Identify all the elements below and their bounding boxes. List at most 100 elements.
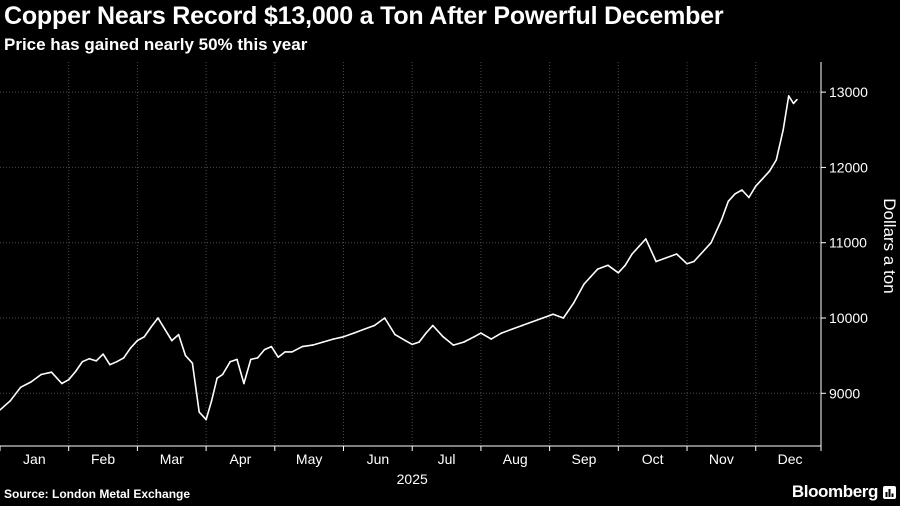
x-tick-label: Nov <box>709 451 734 467</box>
brand-logo: Bloomberg <box>791 482 879 501</box>
data-point <box>411 343 414 346</box>
data-point <box>164 328 166 331</box>
data-point <box>157 317 159 319</box>
data-point <box>170 339 173 342</box>
data-point <box>363 328 365 331</box>
data-point <box>61 382 63 385</box>
data-point <box>675 253 678 255</box>
data-point <box>462 341 465 343</box>
data-point <box>720 219 723 221</box>
data-point <box>311 344 314 346</box>
chart-subtitle: Price has gained nearly 50% this year <box>4 35 308 54</box>
data-point <box>710 241 712 244</box>
data-point <box>143 336 146 338</box>
data-point <box>81 360 84 363</box>
data-point <box>596 268 599 270</box>
data-point <box>191 362 194 364</box>
data-point <box>404 339 407 342</box>
data-point <box>754 185 757 188</box>
data-point <box>693 260 695 263</box>
data-point <box>95 360 97 362</box>
data-point <box>236 358 238 361</box>
data-point <box>88 357 91 360</box>
bar-chart-icon <box>883 486 896 499</box>
x-tick-label: Aug <box>503 451 528 467</box>
data-point <box>631 253 633 255</box>
data-point <box>184 354 187 357</box>
x-tick-label: Dec <box>778 451 803 467</box>
y-tick-label: 12000 <box>829 159 868 175</box>
data-point <box>511 328 513 331</box>
data-point <box>150 326 152 328</box>
data-point <box>301 345 304 348</box>
x-tick-label: Jan <box>23 451 46 467</box>
x-tick-label: Sep <box>572 451 597 467</box>
data-point <box>727 200 730 203</box>
source-note: Source: London Metal Exchange <box>4 487 191 501</box>
data-point <box>210 400 213 402</box>
data-point <box>521 324 523 327</box>
data-point <box>122 357 125 359</box>
data-point <box>761 177 764 180</box>
data-point <box>383 317 386 319</box>
data-point <box>645 238 647 240</box>
data-point <box>284 351 286 353</box>
data-point <box>655 260 657 263</box>
data-point <box>249 358 252 361</box>
data-point <box>699 253 702 255</box>
data-point <box>322 341 324 343</box>
x-tick-label: Jun <box>367 451 390 467</box>
data-point <box>583 283 585 285</box>
data-point <box>572 302 575 304</box>
data-point <box>177 333 180 336</box>
data-point <box>291 351 293 353</box>
data-point <box>480 332 482 334</box>
data-point <box>775 159 778 161</box>
y-tick-label: 10000 <box>829 310 868 326</box>
data-point <box>229 360 231 363</box>
price-line <box>0 95 798 421</box>
series-group <box>0 95 798 421</box>
data-point <box>442 336 444 338</box>
data-point <box>500 332 503 334</box>
data-point <box>473 336 475 338</box>
data-point <box>638 245 640 248</box>
data-point <box>787 95 790 97</box>
data-point <box>562 317 565 319</box>
data-point <box>734 192 736 195</box>
data-point <box>198 411 201 413</box>
data-point <box>30 381 32 383</box>
x-tick-label: May <box>296 451 322 467</box>
data-point <box>19 386 22 389</box>
data-point <box>590 275 592 278</box>
data-point <box>617 272 620 274</box>
x-tick-label: Mar <box>160 451 184 467</box>
data-point <box>221 373 224 376</box>
data-point <box>109 363 111 366</box>
data-point <box>552 313 554 316</box>
y-tick-label: 9000 <box>829 385 860 401</box>
y-axis-label: Dollars a ton <box>880 198 899 293</box>
x-tick-label: Jul <box>438 451 456 467</box>
data-point <box>50 371 53 374</box>
data-point <box>115 360 118 363</box>
x-tick-label: Apr <box>230 451 252 467</box>
data-point <box>418 341 420 343</box>
data-point <box>216 377 218 380</box>
data-point <box>332 338 335 340</box>
data-point <box>768 170 771 172</box>
data-point <box>394 333 396 336</box>
data-point <box>129 347 132 349</box>
data-point <box>0 409 1 411</box>
data-point <box>607 264 609 267</box>
data-point <box>353 332 355 334</box>
x-tick-label: Feb <box>91 451 115 467</box>
data-point <box>741 189 743 191</box>
data-point <box>67 378 70 381</box>
data-point <box>792 102 795 105</box>
data-point <box>9 400 12 402</box>
data-point <box>102 353 104 355</box>
data-point <box>796 98 798 101</box>
data-point <box>373 324 376 327</box>
